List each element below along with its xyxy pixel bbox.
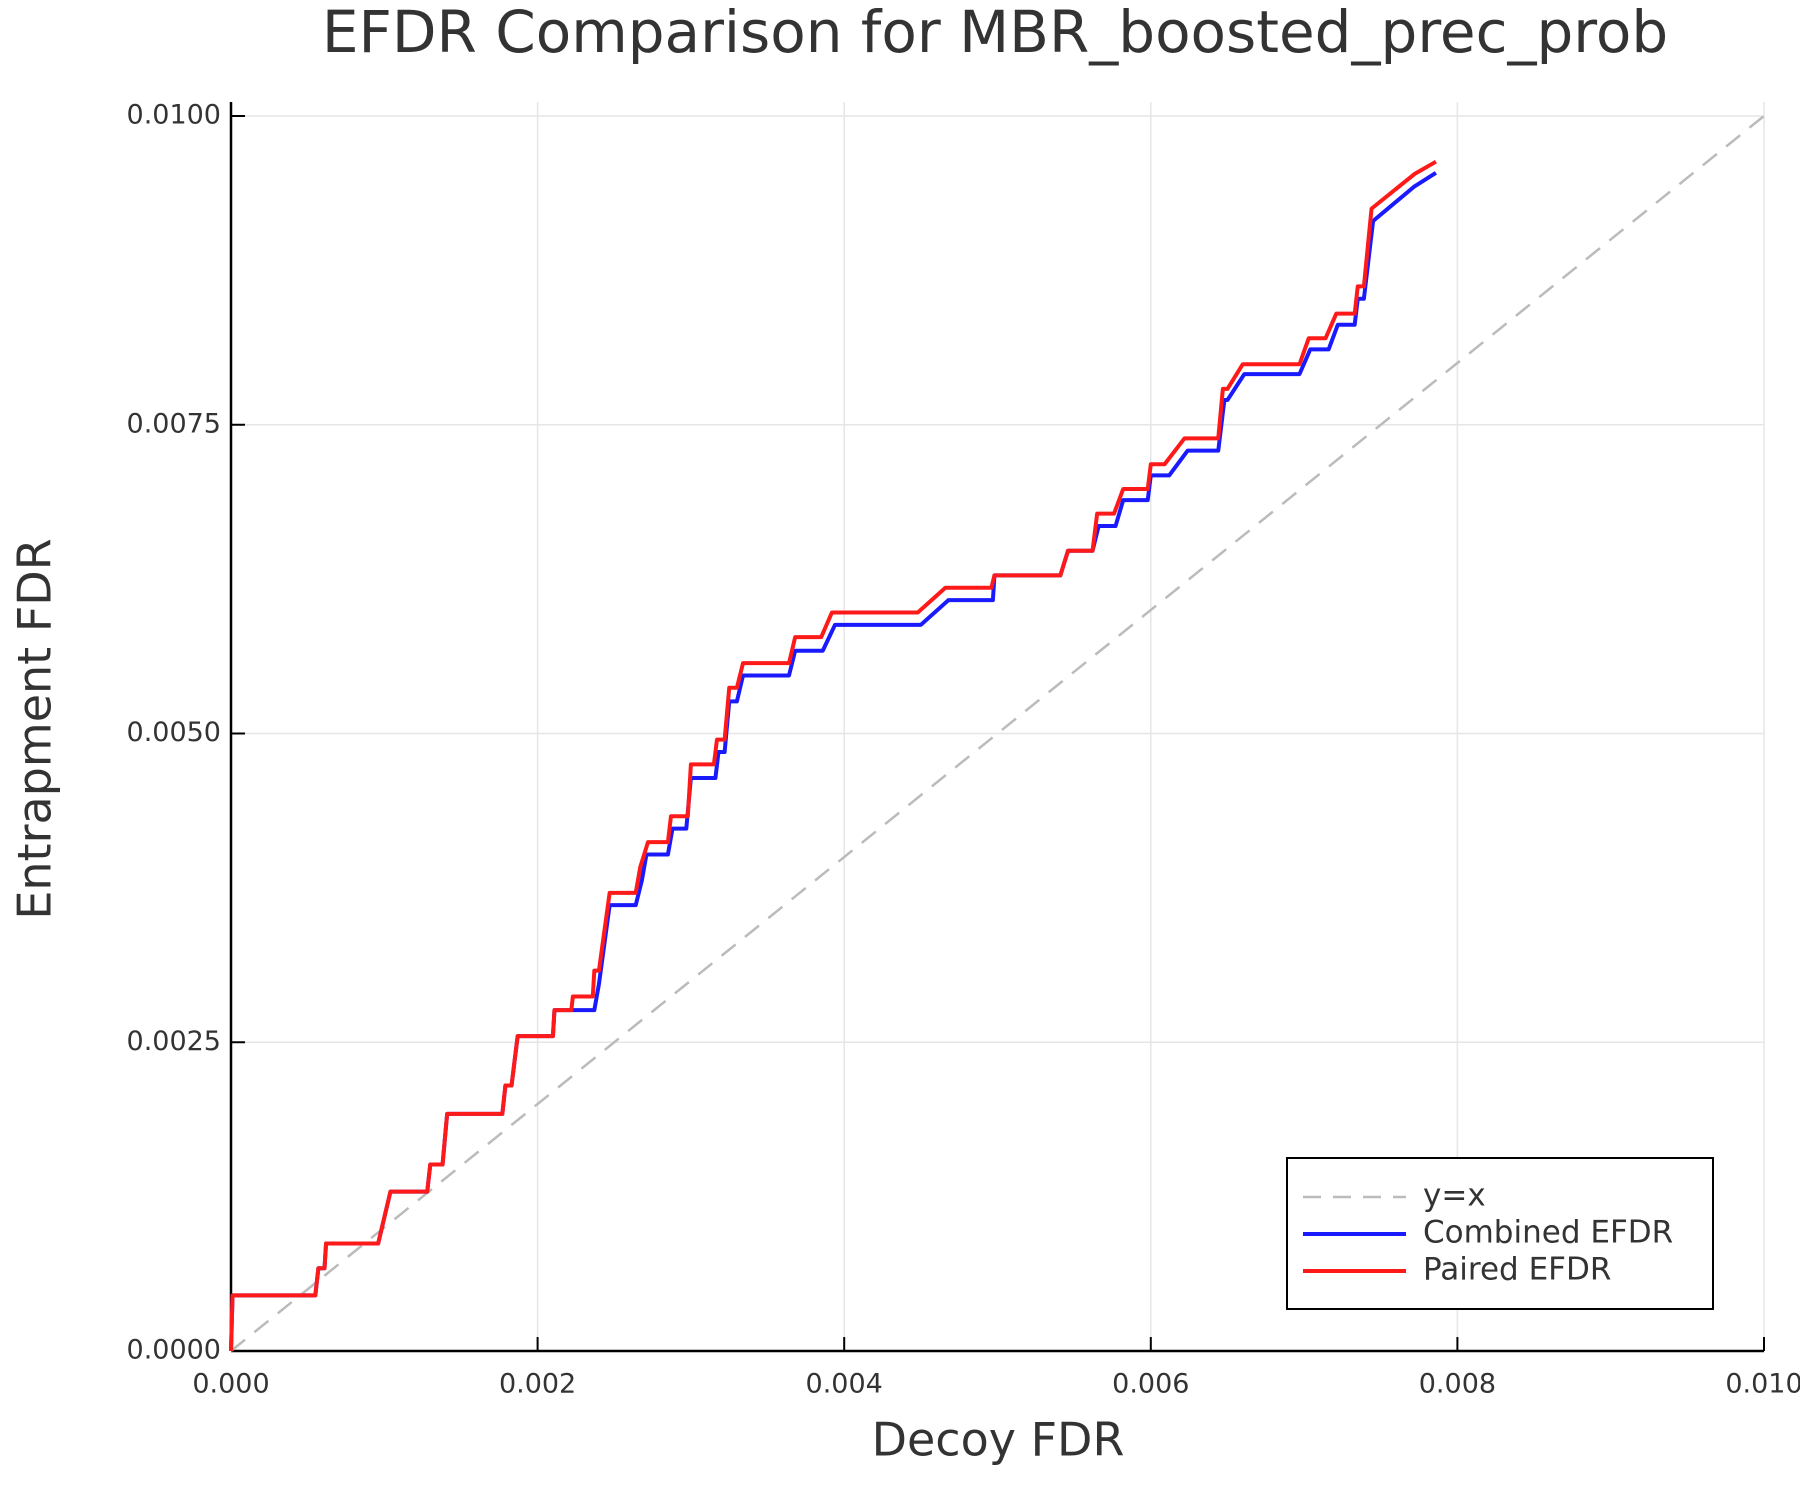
y-tick-label: 0.0000: [127, 1335, 221, 1366]
y-tick-label: 0.0100: [127, 100, 221, 131]
x-tick-label: 0.004: [806, 1369, 883, 1400]
x-tick-label: 0.010: [1725, 1369, 1800, 1400]
line-series: [229, 171, 1438, 1352]
x-tick-label: 0.002: [499, 1369, 576, 1400]
legend-label: Combined EFDR: [1423, 1215, 1673, 1251]
y-tick-label: 0.0025: [127, 1026, 221, 1057]
y-axis-label: Entrapment FDR: [8, 538, 62, 919]
line-series: [229, 159, 1437, 1352]
y-tick-label: 0.0075: [127, 408, 221, 439]
legend-label: Paired EFDR: [1423, 1252, 1611, 1288]
x-axis-label: Decoy FDR: [872, 1413, 1125, 1467]
x-tick-label: 0.000: [192, 1369, 269, 1400]
legend-label: y=x: [1423, 1178, 1486, 1214]
chart-title: EFDR Comparison for MBR_boosted_prec_pro…: [322, 0, 1668, 66]
y-tick-label: 0.0050: [127, 717, 221, 748]
x-tick-label: 0.006: [1112, 1369, 1189, 1400]
x-tick-label: 0.008: [1419, 1369, 1496, 1400]
